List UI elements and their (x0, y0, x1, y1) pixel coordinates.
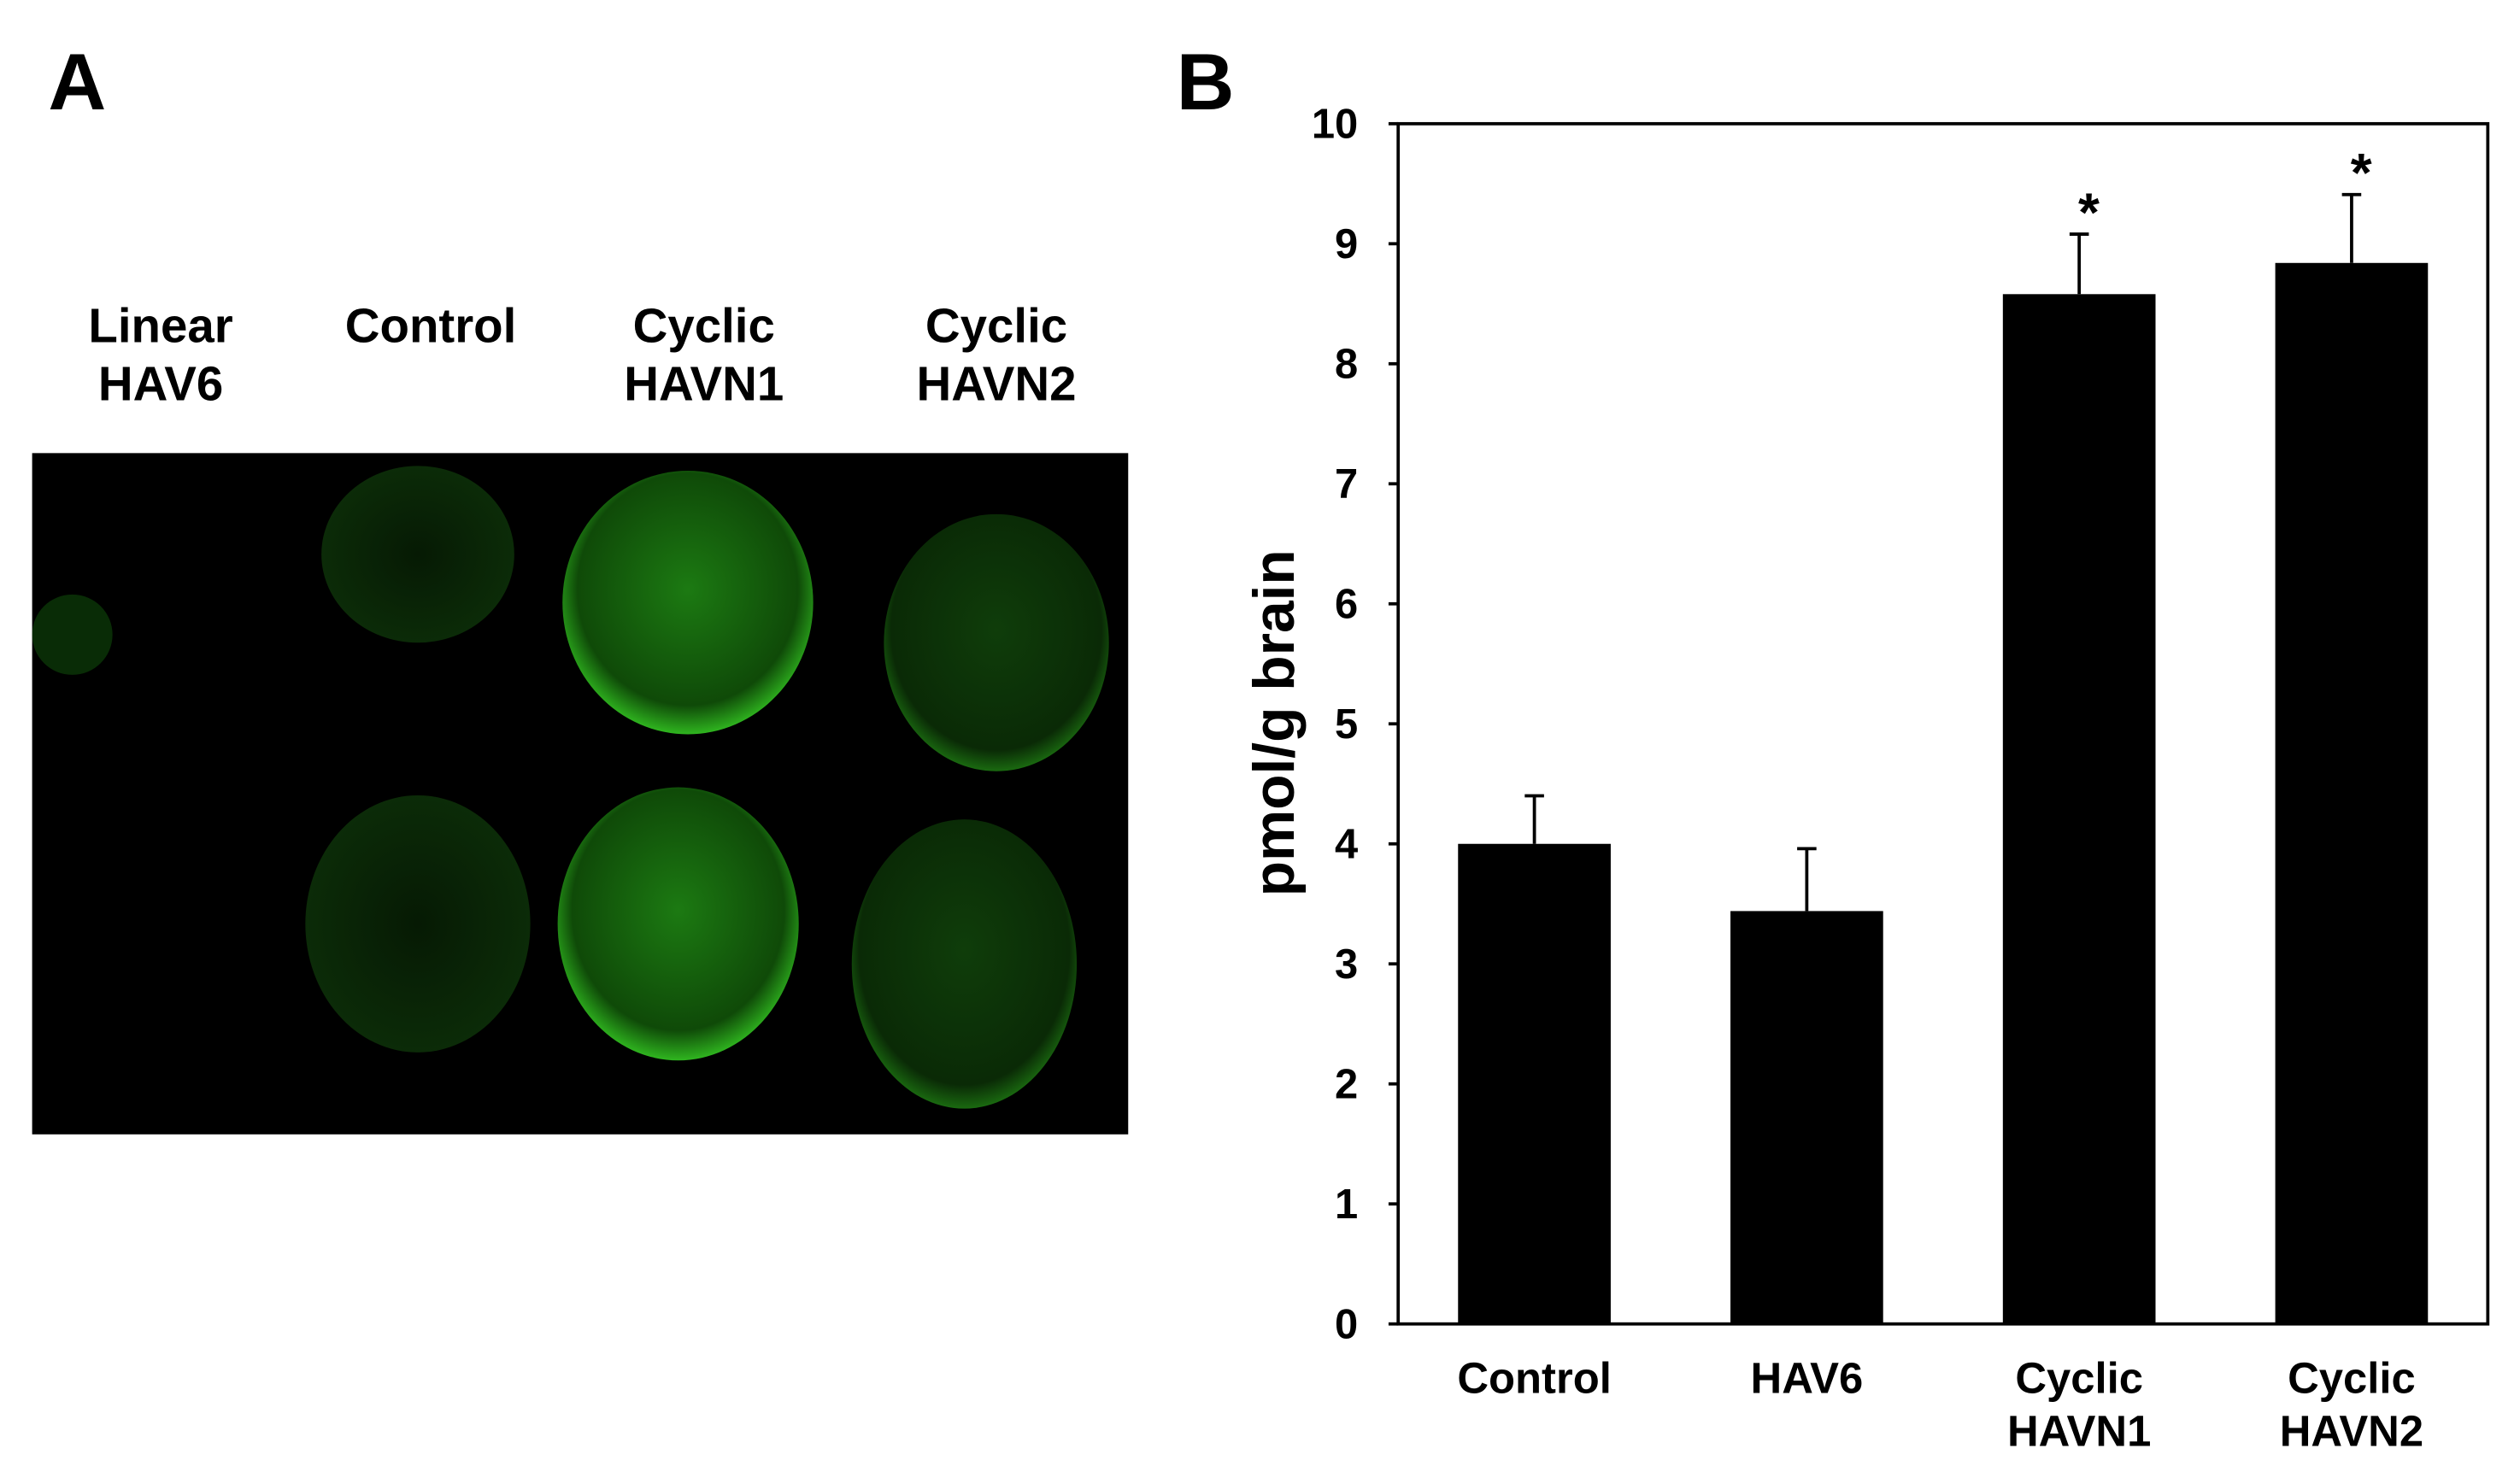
image-label: Cyclic HAVN2 (916, 300, 1077, 412)
y-tick-label: 8 (1335, 342, 1358, 388)
y-tick-label: 4 (1335, 822, 1358, 868)
x-tick-label: Cyclic HAVN2 (2279, 1354, 2424, 1456)
y-tick-label: 7 (1335, 461, 1358, 507)
panel-label: A (48, 37, 106, 126)
image-label: Linear HAV6 (88, 300, 233, 412)
bar (2002, 294, 2156, 1324)
y-tick-label: 5 (1335, 701, 1358, 748)
error-bar (1797, 847, 1817, 912)
brain-image (32, 594, 113, 675)
error-bar (2341, 192, 2362, 263)
x-tick-label: Control (1457, 1354, 1612, 1403)
brain-image (851, 819, 1078, 1109)
y-tick-label: 6 (1335, 582, 1358, 628)
bar (1458, 843, 1611, 1324)
error-bar (1524, 794, 1544, 844)
brain-image (884, 513, 1109, 771)
panel-label: B (1177, 37, 1235, 126)
error-bar (2069, 232, 2089, 295)
y-axis-label: pmol/g brain (1242, 549, 1307, 896)
brain-image (321, 466, 514, 643)
y-tick-label: 1 (1335, 1182, 1358, 1228)
x-tick-label: HAV6 (1750, 1354, 1864, 1403)
plot-frame (1396, 121, 2490, 1326)
image-label: Cyclic HAVN1 (624, 300, 784, 412)
bar (2275, 262, 2429, 1324)
bar (1730, 911, 1883, 1324)
brain-image (557, 787, 799, 1061)
significance-marker: * (2078, 181, 2100, 243)
brain-image (305, 795, 531, 1053)
y-tick-label: 9 (1335, 221, 1358, 267)
image-label: Control (344, 300, 517, 354)
brain-image (562, 471, 814, 735)
significance-marker: * (2351, 142, 2372, 203)
y-tick-label: 10 (1312, 102, 1358, 148)
y-tick-label: 2 (1335, 1062, 1358, 1108)
y-tick-label: 3 (1335, 941, 1358, 988)
x-tick-label: Cyclic HAVN1 (2006, 1354, 2152, 1456)
y-tick-label: 0 (1335, 1302, 1358, 1348)
